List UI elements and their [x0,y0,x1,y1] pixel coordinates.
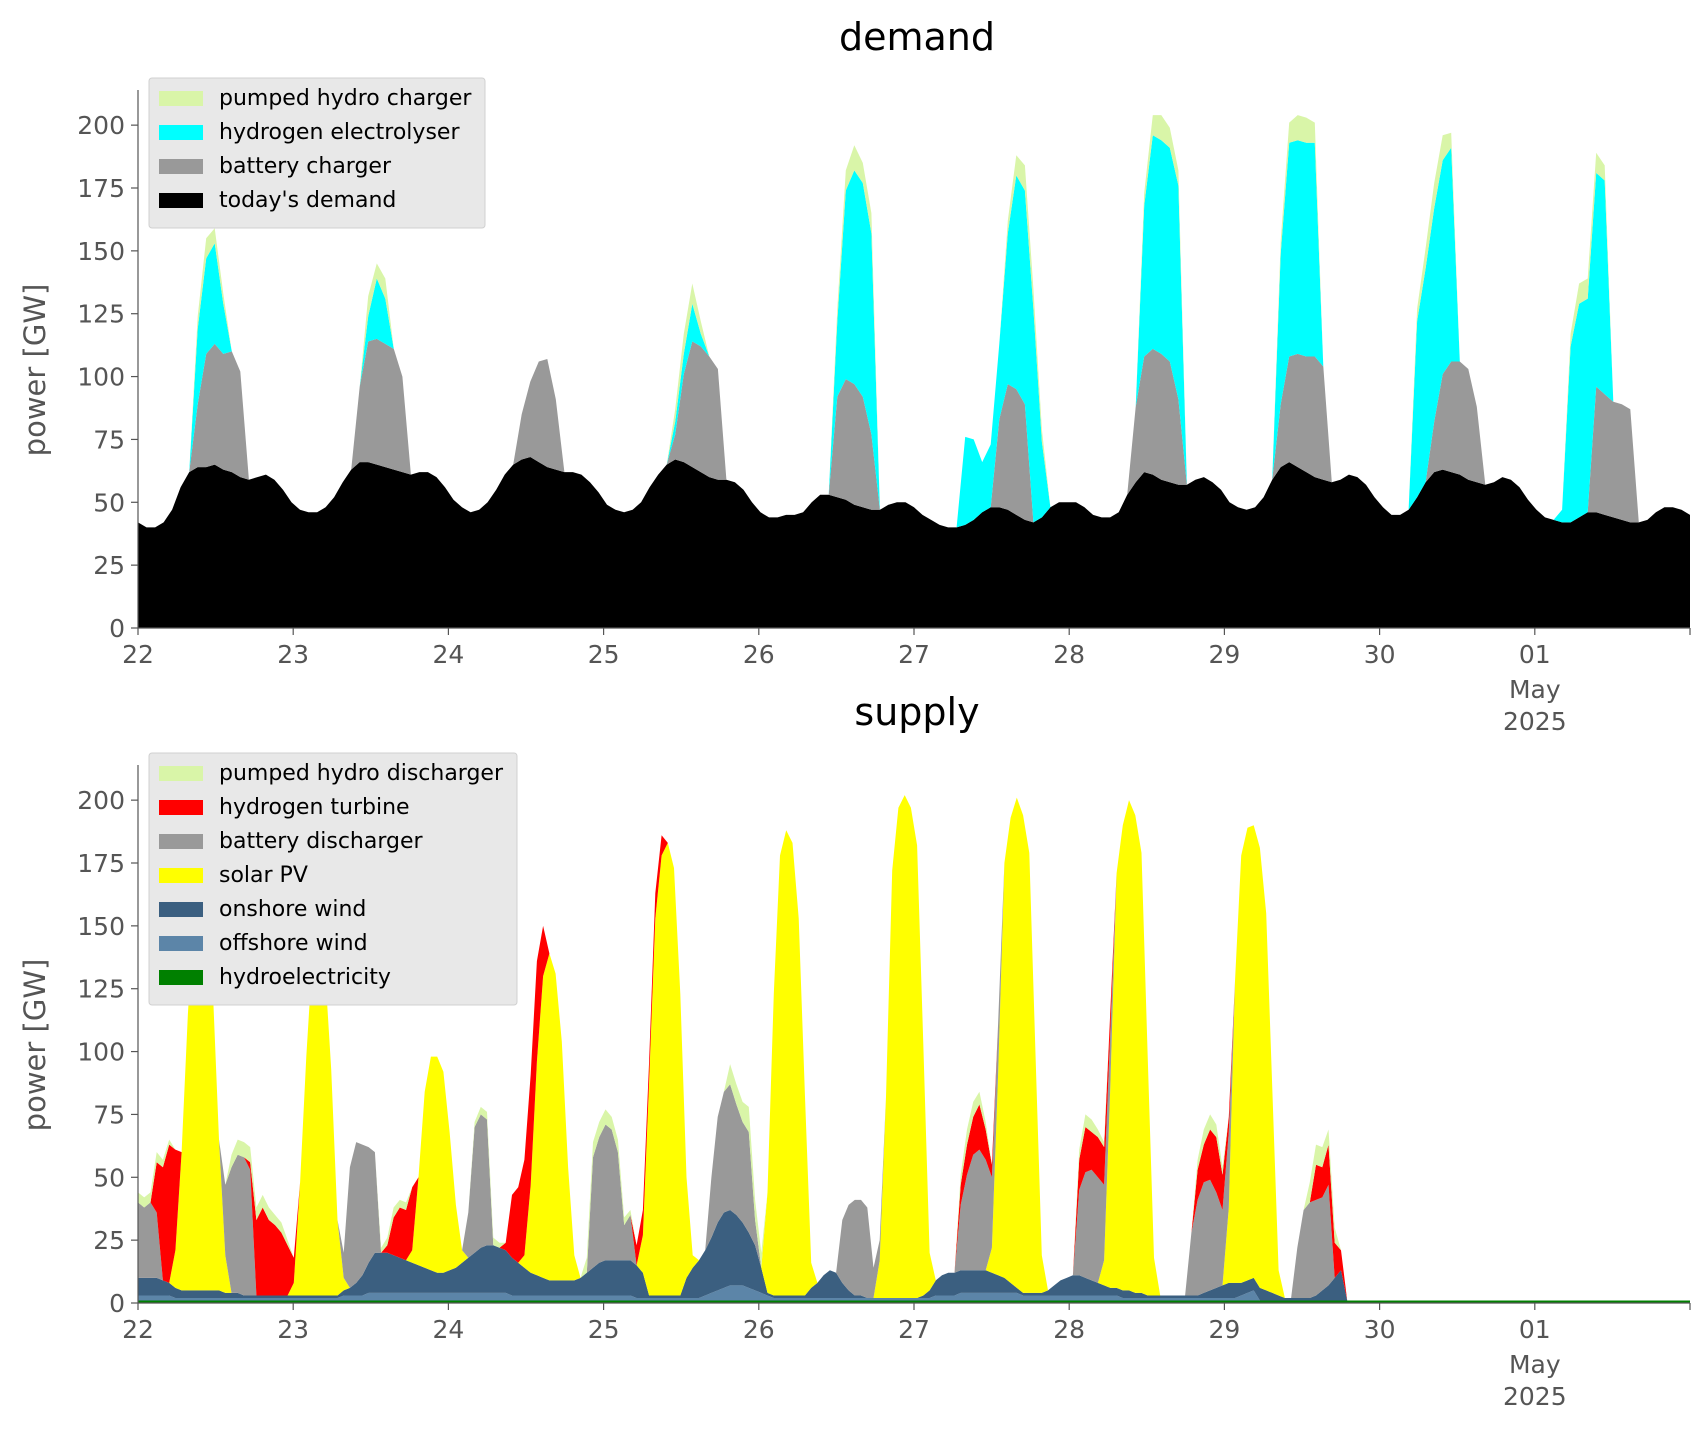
axes-layer: 0 25 50 75 100 125 150 175 200 22 23 24 25 26 27 28 29 30… [77,90,1691,736]
x-tick-label: 23 [277,1315,309,1344]
area-offshore-wind [138,1285,1690,1301]
demand-chart: demand power [GW] 0 25 50 75 100 125 150 175 200… [18,15,1691,736]
legend-swatch-hydroelectricity [159,970,203,985]
x-tick-label: 28 [1053,640,1085,669]
x-tick-label: 27 [898,640,930,669]
x-tick-sublabel: 2025 [1503,707,1567,736]
legend-swatch-today-s-demand [159,193,203,208]
y-tick-label: 150 [77,237,125,266]
y-tick-label: 125 [77,300,125,329]
y-tick-label: 100 [77,1038,125,1067]
x-tick-label: 22 [122,640,154,669]
legend-label-solar-pv: solar PV [219,863,308,888]
x-tick-label: 25 [588,640,620,669]
x-tick-label: 30 [1364,640,1396,669]
x-tick-label: 28 [1053,1315,1085,1344]
legend: pumped hydro discharger hydrogen turbine b… [148,752,518,1006]
x-tick-label: 26 [743,640,775,669]
y-tick-label: 175 [77,849,125,878]
legend-label-onshore-wind: onshore wind [219,897,366,922]
area-solar-pv [138,795,1690,1301]
legend-swatch-battery-discharger [159,834,203,849]
axes-layer: 0 25 50 75 100 125 150 175 200 22 23 24 25 26 27 28 29 30… [77,765,1691,1411]
y-tick-label: 100 [77,363,125,392]
y-tick-label: 25 [93,1226,125,1255]
x-tick-label: 01 [1519,640,1551,669]
legend-label-hydroelectricity: hydroelectricity [219,965,391,990]
x-tick-label: 24 [432,1315,464,1344]
legend-swatch-battery-charger [159,159,203,174]
x-tick-sublabel: 2025 [1503,1382,1567,1411]
legend: pumped hydro charger hydrogen electrolyse… [148,77,486,229]
y-tick-label: 200 [77,786,125,815]
x-tick-sublabel: May [1509,1350,1561,1379]
legend-label-hydrogen-turbine: hydrogen turbine [219,795,410,820]
legend-label-today-s-demand: today's demand [219,188,396,213]
legend-frame [148,752,518,1006]
y-tick-label: 75 [93,425,125,454]
y-axis-label: power [GW] [18,959,52,1132]
y-tick-label: 175 [77,174,125,203]
y-tick-label: 50 [93,488,125,517]
y-axis-label: power [GW] [18,284,52,457]
area-battery-charger [138,338,1690,528]
x-tick-label: 25 [588,1315,620,1344]
legend-label-offshore-wind: offshore wind [219,931,368,956]
legend-label-pumped-hydro-charger: pumped hydro charger [219,86,472,111]
x-tick-label: 29 [1208,1315,1240,1344]
legend-label-pumped-hydro-discharger: pumped hydro discharger [219,761,504,786]
y-tick-label: 200 [77,111,125,140]
legend-swatch-onshore-wind [159,902,203,917]
legend-swatch-offshore-wind [159,936,203,951]
x-tick-label: 27 [898,1315,930,1344]
area-hydroelectricity [138,1300,1690,1303]
area-onshore-wind [138,1210,1690,1301]
legend-swatch-hydrogen-electrolyser [159,125,203,140]
area-hydrogen-electrolyser [138,135,1690,528]
legend-label-hydrogen-electrolyser: hydrogen electrolyser [219,120,460,145]
legend-swatch-hydrogen-turbine [159,800,203,815]
area-hydrogen-turbine [138,795,1690,1301]
legend-frame [148,77,486,229]
legend-label-battery-charger: battery charger [219,154,392,179]
area-layer [138,795,1690,1303]
x-tick-label: 24 [432,640,464,669]
chart-title: supply [854,690,979,734]
x-tick-label: 22 [122,1315,154,1344]
y-tick-label: 50 [93,1163,125,1192]
x-tick-sublabel: May [1509,675,1561,704]
legend-swatch-pumped-hydro-charger [159,91,203,106]
legend-label-battery-discharger: battery discharger [219,829,424,854]
legend-swatch-solar-pv [159,868,203,883]
x-tick-label: 01 [1519,1315,1551,1344]
legend-swatch-pumped-hydro-discharger [159,766,203,781]
y-tick-label: 75 [93,1100,125,1129]
y-tick-label: 125 [77,975,125,1004]
supply-chart: supply power [GW] 0 25 50 75 100 125 150 175 200… [18,690,1691,1411]
x-tick-label: 26 [743,1315,775,1344]
x-tick-label: 30 [1364,1315,1396,1344]
area-layer [138,115,1690,628]
chart-title: demand [839,15,995,59]
area-today-s-demand [138,457,1690,628]
y-tick-label: 25 [93,551,125,580]
x-tick-label: 29 [1208,640,1240,669]
x-tick-label: 23 [277,640,309,669]
y-tick-label: 150 [77,912,125,941]
y-tick-label: 0 [109,614,125,643]
y-tick-label: 0 [109,1289,125,1318]
